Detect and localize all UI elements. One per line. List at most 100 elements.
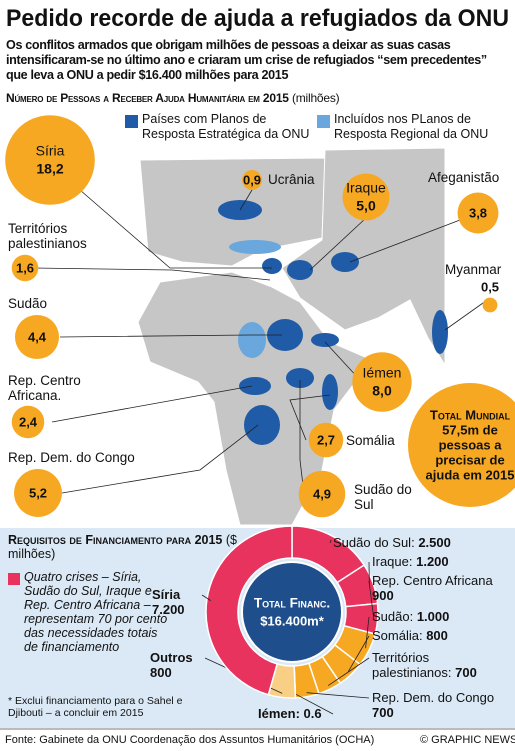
bubble-value: 3,8 (469, 206, 487, 221)
legend-swatch (317, 115, 330, 128)
bubble (11, 405, 45, 439)
bubble-value-text: 0,5 (480, 279, 500, 295)
slice (205, 525, 293, 696)
funding-title: Requisitos de Financiamento para 2015 (8, 533, 223, 547)
slice-value: 900 (372, 588, 394, 603)
slice-value: 1.000 (416, 609, 450, 624)
center-title: Total Financ. (254, 596, 330, 611)
bubble-value: 0,9 (243, 173, 261, 188)
title: Pedido recorde de ajuda a refugiados da … (6, 5, 509, 32)
slice-value: 0.6 (303, 706, 322, 721)
total-caption: de pessoas a precisar de ajuda em 2015 (425, 422, 515, 483)
source: Fonte: Gabinete da ONU Coordenação dos A… (5, 733, 374, 748)
slice-value: 700 (455, 665, 477, 680)
total-value: 57,5m (442, 422, 480, 438)
bubble (482, 297, 498, 313)
center-disc (241, 561, 343, 663)
funding-note: * Exclui financiamento para o Sahel e Dj… (8, 695, 188, 719)
bubble (14, 314, 60, 360)
funding-legend-text: Quatro crises – Síria, Sudão do Sul, Ira… (24, 570, 168, 654)
map-heading-text: Número de Pessoas a Receber Ajuda Humani… (6, 91, 289, 105)
legend-label: Incluídos nos PLanos de Resposta Regiona… (334, 112, 506, 142)
leader-line (347, 635, 370, 672)
credit-text: © GRAPHIC NEWS (420, 734, 515, 746)
legend-label-text: Países com Planos de Resposta Estratégic… (142, 112, 310, 141)
bubble-name: Rep. Centro Africana. (8, 373, 123, 403)
funding-note-text: * Exclui financiamento para o Sahel e Dj… (8, 695, 183, 719)
bubble-value: 2,7 (317, 433, 335, 448)
bubble-value-text: 3,8 (468, 205, 488, 221)
slice-label: Iémen: 0.6 (258, 706, 338, 721)
bubble-name: Sudão (8, 296, 47, 311)
slice-value: 700 (372, 705, 394, 720)
bubble-value-text: 1,6 (15, 260, 35, 276)
bubble-value-text: 5,2 (28, 485, 48, 501)
bubble-name: Somália (346, 433, 395, 448)
bubble-name: Ucrânia (268, 172, 315, 187)
slice-name: Iraque: (372, 554, 413, 569)
bubble-value-text: 2,4 (18, 414, 38, 430)
slice-name: Sudão: (372, 609, 414, 624)
bubble (308, 422, 344, 458)
leader-line (368, 580, 375, 619)
bubble-value: 0,5 (481, 280, 499, 295)
bubble (11, 254, 39, 282)
bubble-name-text: Sudão (8, 296, 48, 311)
total-heading: Total Mundial (429, 407, 511, 423)
legend-swatch (125, 115, 138, 128)
slice-label: Territórios palestinianos: 700 (372, 650, 502, 680)
leader-line (201, 594, 212, 601)
bubble-value: 5,0 (356, 198, 375, 214)
total-text: Total Mundial 57,5m de pessoas a precisar… (422, 408, 515, 483)
bubble-name-text: Rep. Centro Africana. (8, 373, 81, 403)
subtitle: Os conflitos armados que obrigam milhões… (6, 38, 511, 83)
bubble-name: Síria (35, 142, 65, 159)
leader-line (329, 539, 332, 544)
funding-legend: Quatro crises – Síria, Sudão do Sul, Ira… (24, 570, 174, 654)
slice-label: Síria 7.200 (152, 587, 207, 617)
bubble-value: 2,4 (19, 415, 37, 430)
leader-line (306, 692, 370, 699)
slice-value: 800 (150, 665, 172, 680)
bubble-name-text: Iraque (346, 179, 386, 196)
slice-name: Síria (152, 587, 181, 602)
bubble-name: Afeganistão (428, 170, 499, 185)
bubble-name-text: Síria (35, 142, 65, 159)
center-title-text: Total Financ. (253, 595, 331, 611)
legend-label: Países com Planos de Resposta Estratégic… (142, 112, 314, 142)
bubble (298, 470, 346, 518)
slice-label: Sudão: 1.000 (372, 609, 502, 624)
bubble-name: Iraque (346, 179, 386, 196)
bubble-name-text: Myanmar (445, 262, 502, 277)
bubble (5, 115, 95, 205)
bubble (342, 173, 390, 221)
total-bubble (408, 383, 515, 507)
slice-name: Sudão do Sul: (333, 535, 415, 550)
slice-name: Somália: (372, 628, 423, 643)
slice-label: Somália: 800 (372, 628, 502, 643)
bubble-value-text: 8,0 (372, 382, 392, 399)
center-value-text: $16.400m* (260, 613, 324, 629)
center-value: $16.400m* (260, 614, 324, 629)
bubble-name-text: Iémen (362, 364, 402, 381)
slice-name: Rep. Dem. do Congo (372, 690, 495, 705)
bubble-name: Territórios palestinianos (8, 221, 108, 251)
bubble-name-text: Somália (346, 433, 395, 448)
source-text: Fonte: Gabinete da ONU Coordenação dos A… (5, 734, 375, 746)
bubble-name-text: Rep. Dem. do Congo (8, 450, 135, 465)
bubble-value: 8,0 (372, 382, 392, 399)
slice-name: Outros (150, 650, 193, 665)
bubble-name: Rep. Dem. do Congo (8, 450, 178, 465)
bubble-value: 4,9 (313, 487, 331, 502)
legend-swatch (8, 573, 20, 585)
map-heading: Número de Pessoas a Receber Ajuda Humani… (6, 91, 340, 106)
legend-label-text: Incluídos nos PLanos de Resposta Regiona… (334, 112, 489, 141)
slice-name: Territórios palestinianos: (372, 650, 452, 680)
funding-unit: ($ milhões) (8, 533, 237, 561)
bubble-name: Myanmar (445, 262, 501, 277)
leader-line (327, 657, 370, 686)
leader-line (295, 693, 334, 715)
bubble-value: 18,2 (36, 161, 63, 177)
